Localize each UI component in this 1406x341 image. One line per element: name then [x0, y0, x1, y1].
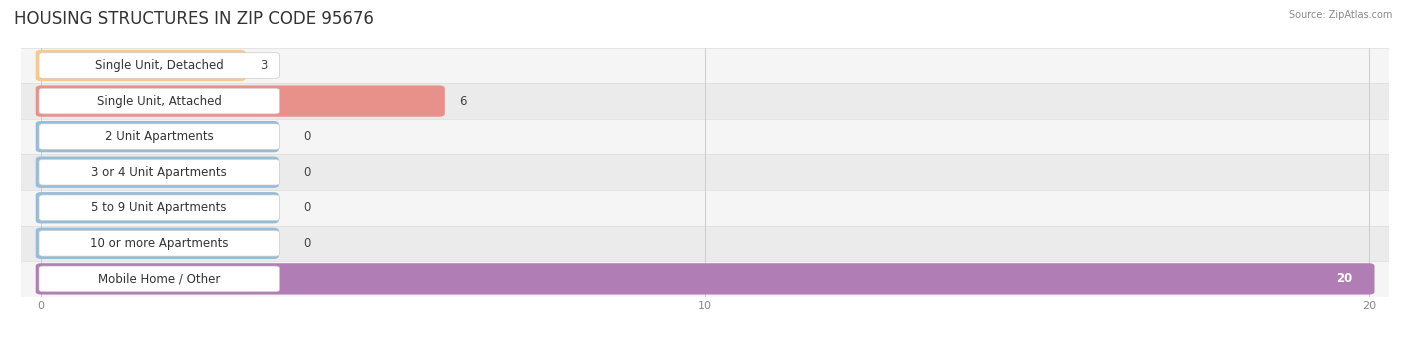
FancyBboxPatch shape [39, 195, 280, 221]
Text: 3 or 4 Unit Apartments: 3 or 4 Unit Apartments [91, 166, 228, 179]
FancyBboxPatch shape [35, 86, 444, 117]
FancyBboxPatch shape [35, 121, 278, 152]
FancyBboxPatch shape [35, 192, 278, 223]
FancyBboxPatch shape [35, 50, 246, 81]
FancyBboxPatch shape [8, 154, 1402, 190]
Text: 6: 6 [460, 94, 467, 107]
Text: 10 or more Apartments: 10 or more Apartments [90, 237, 228, 250]
Text: Source: ZipAtlas.com: Source: ZipAtlas.com [1288, 10, 1392, 20]
Text: 0: 0 [304, 166, 311, 179]
Text: 0: 0 [304, 201, 311, 214]
Text: 5 to 9 Unit Apartments: 5 to 9 Unit Apartments [91, 201, 226, 214]
FancyBboxPatch shape [39, 53, 280, 78]
FancyBboxPatch shape [39, 88, 280, 114]
FancyBboxPatch shape [39, 266, 280, 292]
FancyBboxPatch shape [39, 231, 280, 256]
FancyBboxPatch shape [35, 157, 278, 188]
FancyBboxPatch shape [8, 119, 1402, 154]
FancyBboxPatch shape [8, 48, 1402, 83]
Text: 0: 0 [304, 130, 311, 143]
Text: 3: 3 [260, 59, 267, 72]
Text: Single Unit, Detached: Single Unit, Detached [94, 59, 224, 72]
Text: Single Unit, Attached: Single Unit, Attached [97, 94, 222, 107]
FancyBboxPatch shape [8, 225, 1402, 261]
Text: HOUSING STRUCTURES IN ZIP CODE 95676: HOUSING STRUCTURES IN ZIP CODE 95676 [14, 10, 374, 28]
FancyBboxPatch shape [8, 261, 1402, 297]
FancyBboxPatch shape [8, 190, 1402, 225]
FancyBboxPatch shape [35, 228, 278, 259]
Text: 2 Unit Apartments: 2 Unit Apartments [105, 130, 214, 143]
FancyBboxPatch shape [35, 263, 1375, 295]
Text: Mobile Home / Other: Mobile Home / Other [98, 272, 221, 285]
FancyBboxPatch shape [39, 124, 280, 149]
Text: 0: 0 [304, 237, 311, 250]
FancyBboxPatch shape [8, 83, 1402, 119]
FancyBboxPatch shape [39, 159, 280, 185]
Text: 20: 20 [1336, 272, 1353, 285]
